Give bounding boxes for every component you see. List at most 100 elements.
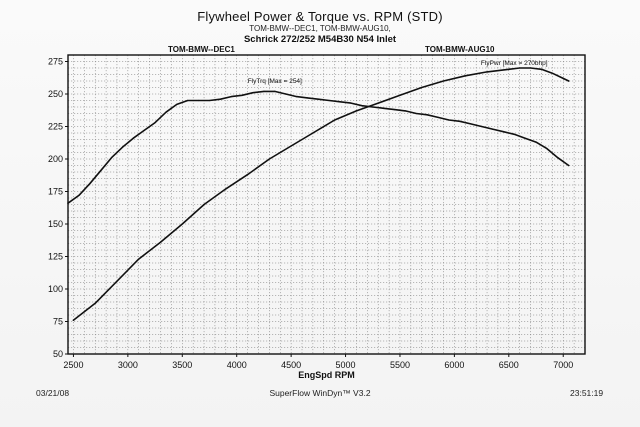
footer-time: 23:51:19: [570, 388, 604, 398]
run-label-left: TOM-BMW--DEC1: [168, 45, 235, 54]
y-tick-label: 125: [48, 252, 63, 262]
data-point-flypwr: [334, 119, 336, 121]
footer-date: 03/21/08: [36, 388, 70, 398]
data-point-flypwr: [442, 80, 445, 82]
data-point-flytrq: [187, 99, 189, 102]
data-point-flypwr: [138, 258, 140, 260]
x-tick-label: 7000: [553, 360, 573, 370]
y-tick-label: 50: [53, 349, 63, 359]
data-point-flytrq: [502, 131, 504, 133]
x-tick-label: 6000: [444, 360, 464, 370]
data-point-flytrq: [208, 99, 211, 102]
data-point-flytrq: [121, 146, 124, 148]
series-layer: FlyTrq [Max = 254] FlyPwr [Max = 270bhp]: [67, 60, 570, 322]
y-tick-label: 175: [48, 187, 63, 197]
data-point-flypwr: [268, 158, 270, 160]
data-point-flytrq: [132, 137, 134, 139]
data-point-flytrq: [350, 102, 352, 104]
data-point-flytrq: [285, 93, 287, 95]
data-point-flypwr: [290, 145, 292, 147]
x-axis: 2500 3000 3500 4000 4500 5000 5500 6000 6500 7000: [63, 354, 573, 370]
x-tick-label: 4000: [227, 360, 247, 370]
data-point-flypwr: [568, 80, 570, 82]
x-tick-label: 3500: [172, 360, 192, 370]
data-point-flytrq: [230, 96, 232, 98]
data-point-flytrq: [513, 133, 515, 135]
data-point-flytrq: [165, 111, 167, 113]
data-point-flytrq: [263, 90, 265, 92]
plot-frame: [67, 54, 586, 355]
data-point-flytrq: [317, 98, 319, 100]
series-line-flytrq: [67, 90, 570, 204]
data-point-flytrq: [306, 97, 309, 99]
data-point-flypwr: [94, 302, 96, 304]
x-tick-label: 2500: [63, 360, 83, 370]
series-annotation-flypwr: FlyPwr [Max = 270bhp]: [481, 60, 548, 67]
data-point-flytrq: [361, 105, 363, 107]
data-point-flypwr: [540, 68, 543, 70]
data-point-flytrq: [295, 96, 298, 98]
data-point-flypwr: [116, 280, 118, 282]
data-point-flytrq: [535, 141, 537, 143]
data-point-flytrq: [393, 109, 396, 111]
data-point-flytrq: [557, 157, 559, 159]
data-point-flytrq: [404, 110, 407, 112]
data-point-flytrq: [154, 122, 156, 124]
data-point-flypwr: [312, 132, 314, 134]
data-point-flytrq: [546, 148, 548, 150]
y-axis: 50 75 100 125 150 175 200 225 250 275: [48, 57, 68, 359]
x-tick-label: 5500: [390, 360, 410, 370]
x-tick-label: 6500: [499, 360, 519, 370]
y-tick-label: 100: [48, 284, 63, 294]
x-tick-label: 5000: [336, 360, 356, 370]
data-point-flytrq: [470, 123, 472, 125]
data-point-flytrq: [67, 202, 69, 204]
data-point-flypwr: [399, 94, 401, 96]
data-point-flypwr: [519, 67, 521, 69]
data-point-flypwr: [529, 67, 532, 69]
data-point-flytrq: [110, 157, 113, 159]
data-point-flypwr: [159, 241, 162, 243]
data-point-flytrq: [524, 137, 526, 139]
data-point-flytrq: [415, 112, 417, 115]
data-point-flypwr: [246, 174, 249, 176]
data-point-flytrq: [448, 119, 450, 121]
data-point-flypwr: [464, 75, 466, 77]
data-point-flytrq: [437, 116, 439, 118]
y-tick-label: 275: [48, 57, 63, 67]
y-tick-label: 225: [48, 122, 63, 132]
data-point-flytrq: [274, 90, 276, 92]
data-point-flytrq: [328, 99, 330, 102]
data-point-flypwr: [377, 102, 379, 104]
run-list: TOM-BMW--DEC1, TOM-BMW-AUG10,: [249, 24, 391, 33]
data-point-flytrq: [568, 164, 570, 167]
y-tick-label: 200: [48, 154, 63, 164]
data-point-flytrq: [481, 125, 483, 128]
data-point-flytrq: [459, 120, 461, 122]
x-tick-label: 3000: [118, 360, 138, 370]
run-label-right: TOM-BMW-AUG10: [425, 45, 495, 54]
y-tick-label: 150: [48, 219, 63, 229]
data-point-flypwr: [203, 203, 205, 206]
x-tick-label: 4500: [281, 360, 301, 370]
data-point-flytrq: [219, 98, 221, 100]
x-axis-label: EngSpd RPM: [298, 370, 355, 380]
data-point-flytrq: [491, 128, 494, 130]
data-point-flypwr: [551, 72, 553, 74]
y-tick-label: 250: [48, 89, 63, 99]
data-point-flypwr: [72, 319, 75, 321]
data-point-flytrq: [383, 107, 385, 109]
data-point-flytrq: [426, 114, 428, 116]
data-point-flypwr: [508, 68, 510, 70]
series-annotation-flytrq: FlyTrq [Max = 254]: [248, 78, 302, 85]
data-point-flypwr: [181, 223, 183, 225]
data-point-flytrq: [339, 101, 341, 103]
data-point-flytrq: [89, 183, 91, 185]
data-point-flytrq: [198, 99, 200, 102]
grid: [68, 55, 585, 354]
y-tick-label: 75: [53, 317, 63, 327]
chart-title: Flywheel Power & Torque vs. RPM (STD): [197, 9, 443, 24]
data-point-flytrq: [252, 92, 254, 94]
